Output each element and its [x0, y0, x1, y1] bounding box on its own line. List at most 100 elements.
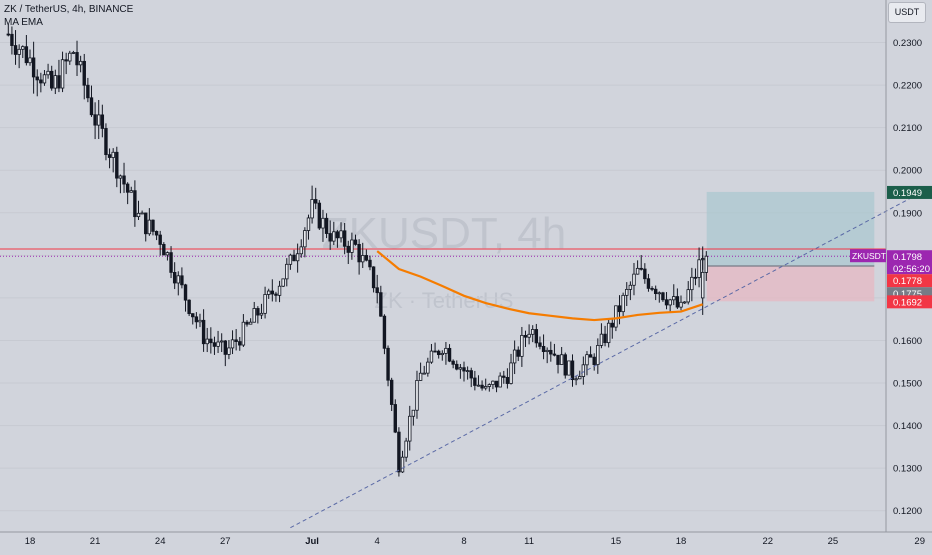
price-tick-label: 0.1500 [893, 379, 922, 390]
long-position-tool[interactable] [706, 191, 875, 302]
time-tick-label: 24 [155, 536, 166, 547]
candle-body [13, 45, 18, 55]
candle-body [71, 52, 76, 54]
candle-body [288, 254, 293, 265]
candle-body [328, 233, 332, 242]
candle-body [154, 230, 159, 236]
candle-body [339, 230, 343, 239]
candle-body [180, 275, 184, 286]
candle-body [509, 362, 513, 384]
candle-body [274, 293, 278, 296]
candle-body [693, 276, 698, 279]
candle-body [147, 219, 152, 235]
candle-body [321, 217, 325, 229]
price-tick-label: 0.1300 [893, 464, 922, 475]
candle-body [361, 255, 365, 263]
candle-body [657, 292, 661, 295]
candle-body [86, 84, 90, 99]
candles[interactable] [6, 24, 708, 477]
candle-body [295, 253, 300, 262]
candle-body [686, 289, 690, 303]
candle-body [672, 296, 676, 301]
candle-body [317, 202, 322, 229]
candle-body [581, 364, 586, 377]
price-tick-label: 0.1400 [893, 421, 922, 432]
watermark-name: ZK · TetherUS [375, 288, 514, 313]
candle-body [201, 319, 206, 345]
time-tick-label: 8 [461, 536, 466, 547]
trendline[interactable] [290, 170, 932, 529]
candle-body [259, 312, 264, 316]
candle-body [28, 57, 32, 64]
candle-body [299, 246, 303, 255]
candle-body [205, 338, 209, 345]
candle-body [93, 114, 97, 126]
candle-body [248, 321, 253, 325]
candle-body [625, 288, 629, 296]
candle-body [679, 301, 683, 308]
candle-body [129, 190, 133, 193]
price-lines [0, 248, 886, 257]
candle-body [617, 305, 622, 313]
symbol-tag-bg [850, 249, 886, 263]
candle-body [350, 239, 354, 253]
candle-body [549, 349, 553, 355]
candle-body [187, 299, 191, 315]
candle-body [125, 183, 130, 193]
price-axis[interactable]: 0.2300 0.2200 0.2100 0.2000 0.1900 0.1600 0.15… [893, 38, 922, 517]
candle-body [444, 347, 448, 354]
candle-body [487, 384, 492, 387]
candle-body [621, 294, 625, 313]
candle-body [64, 59, 68, 62]
chart-title: ZK / TetherUS, 4h, BINANCE [4, 4, 134, 15]
candle-body [234, 339, 238, 342]
candle-body [227, 347, 231, 355]
price-tick-label: 0.1600 [893, 336, 922, 347]
candle-body [433, 350, 437, 353]
price-tick-label: 0.1900 [893, 208, 922, 219]
candle-body [523, 334, 528, 338]
price-tick-label: 0.2100 [893, 123, 922, 134]
currency-button[interactable]: USDT [888, 2, 926, 23]
candle-body [588, 354, 593, 358]
candle-body [223, 340, 227, 355]
candle-body [303, 230, 307, 248]
candle-body [144, 212, 148, 235]
candle-body [42, 74, 47, 84]
candle-body [60, 59, 65, 89]
candle-body [78, 60, 83, 66]
candle-body [266, 290, 271, 295]
candle-body [415, 380, 419, 411]
candle-body [494, 380, 499, 388]
candle-body [393, 404, 397, 433]
candle-body [353, 239, 358, 245]
candle-body [122, 175, 126, 185]
candle-body [386, 347, 390, 381]
candle-body [498, 375, 502, 388]
candle-body [639, 267, 643, 270]
candle-body [502, 375, 506, 378]
candle-body [675, 296, 680, 308]
candle-body [541, 346, 546, 353]
candle-body [382, 315, 387, 349]
indicator-legend[interactable]: MA EMA [4, 17, 43, 28]
ema-line[interactable] [376, 250, 704, 322]
level-price-label-text: 0.1778 [893, 276, 922, 287]
time-axis[interactable]: 18 21 24 27 Jul 4 8 11 15 18 22 25 29 [25, 536, 925, 547]
candle-body [512, 349, 517, 364]
time-tick-label: 21 [90, 536, 101, 547]
candle-body [198, 319, 202, 323]
candle-body [567, 360, 571, 376]
candle-body [397, 431, 401, 473]
time-tick-label: Jul [305, 536, 319, 547]
candle-body [31, 57, 36, 78]
candle-body [426, 361, 430, 374]
time-tick-label: 18 [25, 536, 36, 547]
candle-body [310, 199, 314, 219]
candle-body [614, 305, 618, 328]
price-tick-label: 0.2200 [893, 81, 922, 92]
candle-body [172, 272, 177, 284]
